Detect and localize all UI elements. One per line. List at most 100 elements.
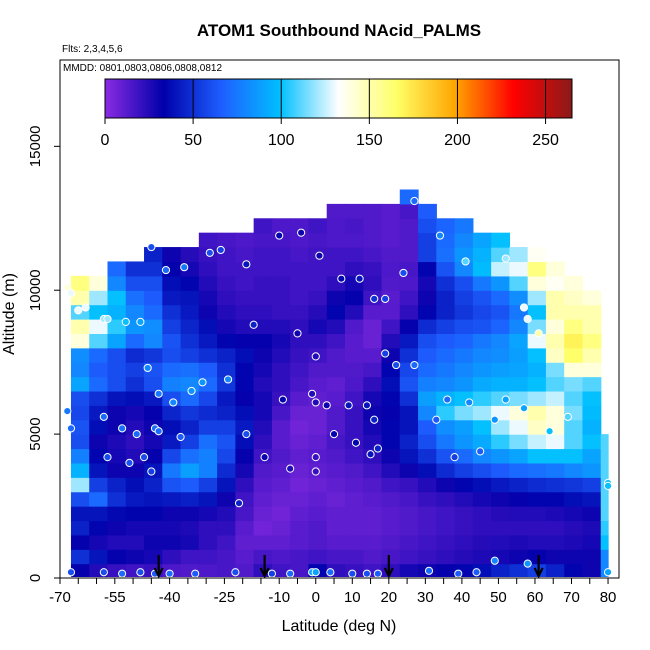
heatmap-cell [235, 434, 255, 450]
heatmap-cell [436, 405, 456, 421]
heatmap-cell [564, 362, 584, 378]
heatmap-cell [381, 448, 401, 464]
heatmap-cell [472, 290, 492, 306]
heatmap-cell [545, 491, 565, 507]
sample-point [136, 568, 145, 577]
sample-point [311, 568, 320, 577]
heatmap-cell [125, 419, 145, 435]
heatmap-cell [70, 491, 90, 507]
heatmap-cell [454, 376, 474, 392]
heatmap-cell [217, 362, 236, 378]
heatmap-cell [271, 477, 291, 493]
heatmap-cell [253, 506, 273, 522]
heatmap-cell [363, 491, 383, 507]
heatmap-cell [253, 232, 273, 248]
heatmap-cell [509, 419, 529, 435]
heatmap-cell [418, 520, 437, 536]
heatmap-cell [344, 304, 364, 320]
heatmap-cell [454, 534, 474, 550]
heatmap-cell [198, 520, 218, 536]
heatmap-cell [527, 405, 547, 421]
heatmap-cell [162, 319, 182, 334]
heatmap-cell [600, 448, 609, 464]
heatmap-cell [509, 247, 529, 263]
heatmap-cell [162, 275, 182, 291]
heatmap-cell [180, 390, 200, 406]
heatmap-cell [326, 491, 346, 507]
sample-point [373, 569, 382, 577]
sample-point [176, 432, 185, 442]
heatmap-cell [107, 506, 127, 522]
heatmap-cell [436, 362, 456, 378]
heatmap-cell [326, 448, 346, 464]
heatmap-cell [253, 290, 273, 306]
sample-point [63, 406, 72, 416]
heatmap-cell [198, 319, 218, 334]
heatmap-cell [271, 275, 291, 291]
x-tick-label: 70 [563, 589, 580, 606]
heatmap-cell [399, 347, 419, 363]
heatmap-cell [545, 462, 565, 478]
heatmap-cell [472, 333, 492, 349]
heatmap-cell [308, 419, 328, 435]
heatmap-cell [472, 520, 492, 536]
heatmap-cell [290, 462, 310, 478]
heatmap-cell [454, 405, 474, 421]
heatmap-cell [70, 520, 90, 536]
heatmap-cell [290, 347, 310, 363]
heatmap-cell [107, 376, 127, 392]
heatmap-cell [472, 362, 492, 378]
heatmap-cell [235, 405, 255, 421]
x-tick-label: 50 [490, 589, 507, 606]
sample-point [501, 395, 510, 404]
heatmap-cell [198, 434, 218, 450]
heatmap-cell [326, 362, 346, 378]
heatmap-cell [381, 462, 401, 478]
heatmap-cell [436, 563, 456, 577]
heatmap-cell [454, 319, 474, 334]
heatmap-cell [363, 549, 383, 565]
heatmap-cell [363, 218, 383, 234]
heatmap-cell [180, 333, 200, 349]
heatmap-cell [180, 405, 200, 421]
heatmap-cell [582, 434, 602, 450]
heatmap-cell [418, 376, 437, 392]
heatmap-cell [70, 549, 90, 565]
heatmap-cell [198, 390, 218, 406]
heatmap-cell [235, 419, 255, 435]
heatmap-cell [253, 376, 273, 392]
heatmap-cell [399, 491, 419, 507]
heatmap-cell [308, 319, 328, 334]
heatmap-cell [271, 506, 291, 522]
sample-point [311, 467, 320, 476]
heatmap-cell [125, 506, 145, 522]
heatmap-cell [144, 347, 163, 363]
heatmap-cell [363, 520, 383, 536]
heatmap-cell [271, 534, 291, 550]
sample-point [99, 412, 108, 421]
heatmap-cell [545, 434, 565, 450]
heatmap-cell [162, 376, 182, 392]
heatmap-cell [180, 347, 200, 363]
heatmap-cell [144, 376, 163, 392]
heatmap-cell [582, 362, 602, 378]
heatmap-cell [125, 491, 145, 507]
heatmap-cell [70, 534, 90, 550]
heatmap-cell [509, 534, 529, 550]
sample-point [118, 569, 127, 577]
y-tick-label: 5000 [27, 417, 44, 450]
heatmap-cell [344, 462, 364, 478]
x-tick-label: -10 [268, 589, 290, 606]
heatmap-cell [491, 434, 510, 450]
heatmap-cell [472, 434, 492, 450]
heatmap-cell [363, 419, 383, 435]
heatmap-cell [564, 390, 584, 406]
heatmap-cell [545, 549, 565, 565]
heatmap-cell [418, 448, 437, 464]
heatmap-cell [472, 491, 492, 507]
heatmap-cell [125, 434, 145, 450]
heatmap-cell [363, 347, 383, 363]
y-tick-label: 0 [27, 574, 44, 582]
heatmap-cell [326, 534, 346, 550]
heatmap-cell [381, 203, 401, 219]
